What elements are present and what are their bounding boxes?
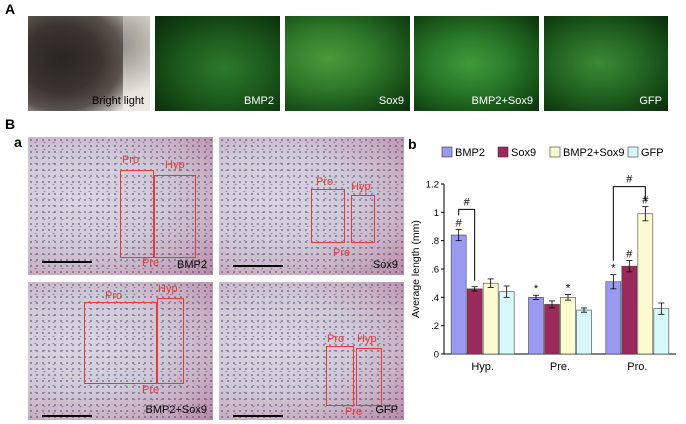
y-tick-label: .4 xyxy=(431,293,439,304)
legend-label: GFP xyxy=(641,147,664,159)
pro-zone-box xyxy=(84,302,157,384)
y-tick-label: 1.2 xyxy=(426,180,439,191)
y-tick-label: .2 xyxy=(431,321,439,332)
legend-label: BMP2+Sox9 xyxy=(563,147,624,159)
bar-chart: BMP2 Sox9 BMP2+Sox9 GFP 0 .2 .4 .6 .8 1 1.2 Average… xyxy=(410,146,676,373)
panel-letter-B: B xyxy=(5,116,16,132)
panel-caption: BMP2+Sox9 xyxy=(145,404,207,416)
scale-bar xyxy=(42,415,92,417)
y-tick-label: .6 xyxy=(431,265,439,276)
bmp2-sox9-fluor-panel: BMP2+Sox9 xyxy=(414,16,539,111)
bar xyxy=(466,288,483,355)
legend-swatch xyxy=(497,146,509,158)
hyp-zone-box xyxy=(154,175,196,258)
legend-swatch xyxy=(441,146,453,158)
bar xyxy=(637,213,654,355)
pro-zone-box xyxy=(311,189,345,243)
bracket-label: # xyxy=(626,174,633,186)
panel-letter-A: A xyxy=(5,1,16,17)
pre-label: Pre xyxy=(142,257,160,269)
x-tick-label: Pre. xyxy=(550,361,570,373)
pro-zone-box xyxy=(326,346,354,406)
significance-mark: # xyxy=(456,217,463,229)
gfp-fluor-panel: GFP xyxy=(544,16,668,111)
panel-caption: GFP xyxy=(639,95,662,107)
panel-letter-a: a xyxy=(14,134,22,150)
y-tick-label: .8 xyxy=(431,236,439,247)
pro-zone-box xyxy=(120,170,154,258)
hyp-zone-box xyxy=(157,298,184,384)
significance-mark: # xyxy=(626,249,633,261)
hyp-label: Hyp xyxy=(357,333,377,345)
scale-bar xyxy=(233,265,283,267)
pro-label: Pro xyxy=(122,154,140,166)
sox9-fluor-panel: Sox9 xyxy=(285,16,410,111)
panel-caption: BMP2 xyxy=(244,95,274,107)
pre-label: Pre xyxy=(142,384,160,396)
histology-bmp2-sox9-panel: Pro Hyp Pre BMP2+Sox9 xyxy=(28,282,213,420)
bright-light-panel: Bright light xyxy=(28,16,150,111)
hyp-label: Hyp xyxy=(165,159,185,171)
panel-letter-b: b xyxy=(408,136,417,152)
bar xyxy=(560,297,576,355)
bracket-label: # xyxy=(464,196,471,208)
scale-bar xyxy=(42,261,92,263)
legend-label: BMP2 xyxy=(455,147,485,159)
bar xyxy=(528,297,544,355)
histology-sox9-panel: Pro Hyp Pre Sox9 xyxy=(219,137,404,275)
panel-caption: BMP2 xyxy=(177,259,207,271)
hyp-zone-box xyxy=(356,348,382,406)
significance-mark: * xyxy=(534,283,539,295)
y-axis-label: Average length (mm) xyxy=(410,220,422,318)
bar xyxy=(498,291,515,355)
panel-caption: Sox9 xyxy=(372,259,398,271)
scale-bar xyxy=(233,415,283,417)
bar xyxy=(605,281,622,355)
significance-mark: * xyxy=(611,263,616,275)
panel-caption: BMP2+Sox9 xyxy=(471,95,533,107)
hyp-zone-box xyxy=(351,195,375,243)
pro-label: Pro xyxy=(105,290,123,302)
significance-bracket xyxy=(612,186,646,261)
x-tick-label: Pro. xyxy=(627,361,647,373)
y-tick-label: 1 xyxy=(434,208,439,219)
panel-caption: GFP xyxy=(375,404,398,416)
legend-swatch xyxy=(549,146,561,158)
legend-label: Sox9 xyxy=(511,147,536,159)
pre-label: Pre xyxy=(333,247,351,259)
significance-mark: * xyxy=(566,283,571,295)
panel-caption: Sox9 xyxy=(378,95,404,107)
bar xyxy=(576,309,592,355)
legend-swatch xyxy=(627,146,639,158)
bar xyxy=(621,265,638,355)
pre-label: Pre xyxy=(345,406,363,418)
significance-mark: # xyxy=(642,195,649,207)
x-tick-label: Hyp. xyxy=(471,361,494,373)
significance-bracket xyxy=(458,208,476,281)
bar xyxy=(450,234,467,355)
pro-label: Pro xyxy=(327,333,345,345)
pro-label: Pro xyxy=(316,176,334,188)
bar xyxy=(653,308,670,355)
hyp-label: Hyp xyxy=(158,283,178,295)
histology-gfp-panel: Pro Hyp Pre GFP xyxy=(219,282,404,420)
y-tick-label: 0 xyxy=(434,350,439,361)
bar xyxy=(544,304,560,355)
bar xyxy=(482,282,499,355)
hyp-label: Hyp xyxy=(351,181,371,193)
panel-caption: Bright light xyxy=(92,95,144,107)
bmp2-fluor-panel: BMP2 xyxy=(155,16,280,111)
histology-bmp2-panel: Pro Hyp Pre BMP2 xyxy=(28,137,213,275)
